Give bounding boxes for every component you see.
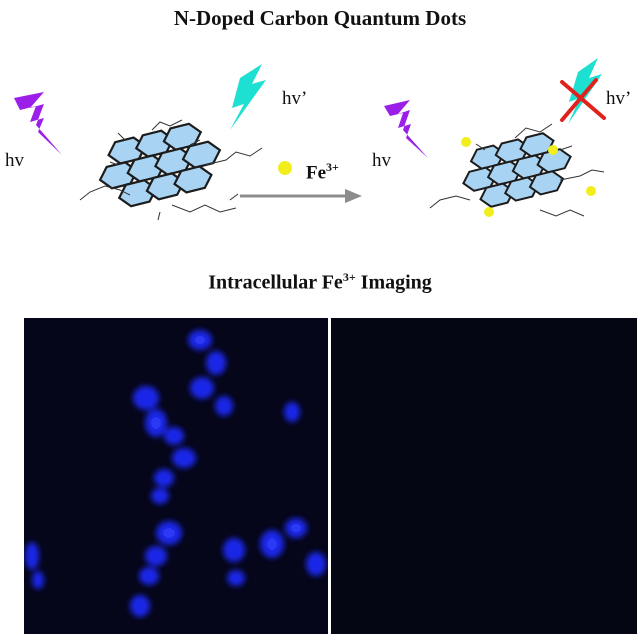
surface-groups-right (429, 123, 605, 217)
fluorescence-image-quenched (331, 318, 637, 634)
imaging-title: Intracellular Fe3+ Imaging (208, 270, 432, 294)
bound-fe-ions (461, 137, 596, 217)
fluorescence-image-control (24, 318, 328, 634)
main-title: N-Doped Carbon Quantum Dots (173, 6, 467, 30)
hv-prime-label-right: hv’ (606, 88, 632, 109)
cells-image (25, 330, 326, 617)
quenching-scheme-diagram (14, 58, 606, 221)
carbon-dot-sheet-left (96, 120, 224, 210)
hv-label-left: hv (5, 150, 24, 171)
quenched-cross-icon (560, 78, 606, 122)
fe-ion-label: Fe3+ (306, 160, 339, 184)
excitation-lightning-icon-left (14, 92, 62, 155)
fe-ion-marker-icon (278, 161, 292, 175)
emission-lightning-icon-left (230, 64, 266, 130)
hv-prime-label-left: hv’ (282, 88, 308, 109)
excitation-lightning-icon-right (384, 100, 428, 158)
carbon-dot-sheet-right (460, 130, 574, 210)
reaction-arrow-head (345, 189, 362, 203)
hv-label-right: hv (372, 150, 391, 171)
surface-groups-left (79, 119, 263, 221)
